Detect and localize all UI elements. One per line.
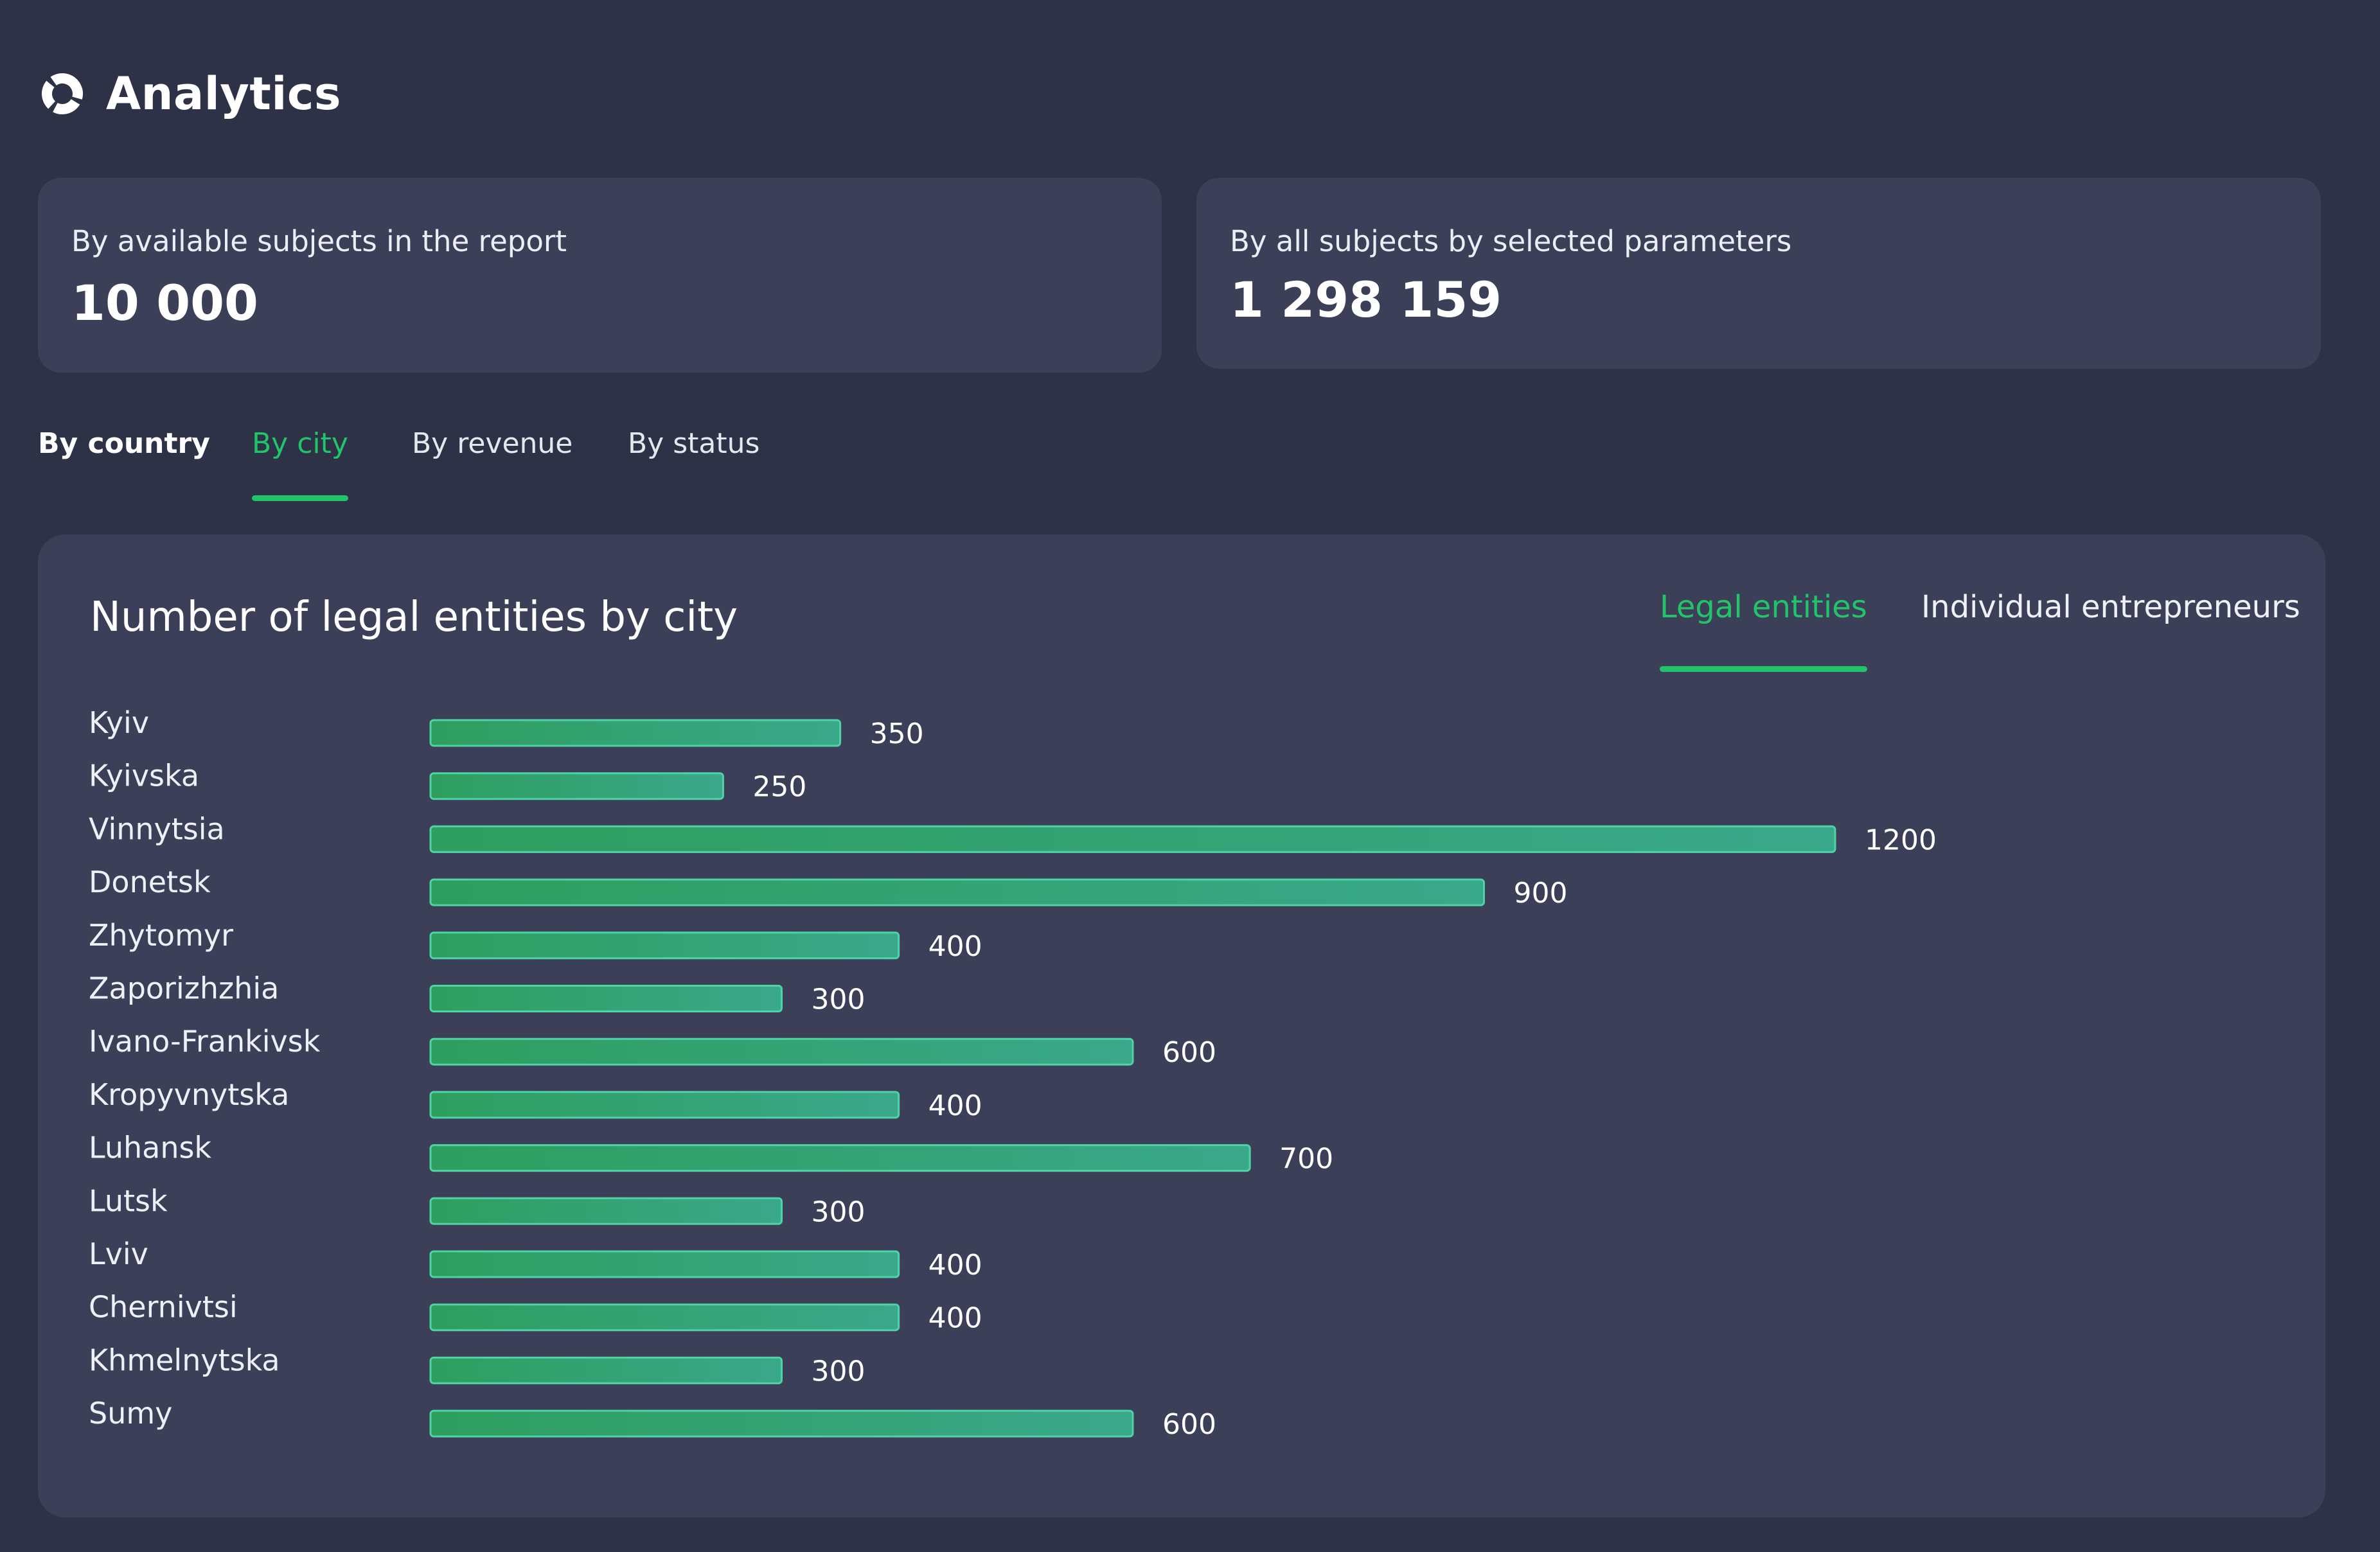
- bar-value-label: 300: [812, 1195, 866, 1228]
- stat-label: By available subjects in the report: [71, 224, 567, 258]
- toggle-individual-entrepreneurs[interactable]: Individual entrepreneurs: [1921, 589, 2300, 625]
- page-title: Analytics: [106, 67, 341, 120]
- bar-value-label: 600: [1162, 1408, 1216, 1441]
- bar-value-label: 250: [752, 771, 806, 804]
- stat-value: 1 298 159: [1230, 271, 1502, 328]
- stat-card-all: By all subjects by selected parameters 1…: [1196, 178, 2321, 369]
- donut-chart-icon: [42, 73, 83, 114]
- active-toggle-indicator: [1660, 666, 1867, 672]
- chart-title: Number of legal entities by city: [90, 594, 738, 641]
- tab-by-status[interactable]: By status: [628, 427, 759, 460]
- stat-card-available: By available subjects in the report 10 0…: [38, 178, 1162, 373]
- bar[interactable]: [429, 1303, 900, 1332]
- tab-label: By country: [38, 427, 210, 460]
- toggle-label: Individual entrepreneurs: [1921, 589, 2300, 625]
- city-label: Kropyvnytska: [89, 1077, 289, 1112]
- bar[interactable]: [429, 1409, 1134, 1438]
- bar[interactable]: [429, 1356, 783, 1384]
- bar[interactable]: [429, 1144, 1251, 1172]
- bar[interactable]: [429, 1091, 900, 1119]
- bar[interactable]: [429, 825, 1836, 853]
- bar-chart: Kyiv 350 Kyivska 250 Vinnytsia 1200 Donetsk 900…: [89, 705, 1937, 1441]
- bar[interactable]: [429, 931, 900, 960]
- city-label: Sumy: [89, 1396, 172, 1431]
- city-label: Luhansk: [89, 1131, 211, 1165]
- city-label: Zaporizhzhia: [89, 971, 279, 1006]
- toggle-legal-entities[interactable]: Legal entities: [1660, 589, 1867, 672]
- bar[interactable]: [429, 1197, 783, 1225]
- toggle-label: Legal entities: [1660, 589, 1867, 625]
- bar[interactable]: [429, 878, 1485, 906]
- city-label: Ivano-Frankivsk: [89, 1024, 321, 1059]
- bar-value-label: 400: [928, 930, 982, 963]
- city-label: Zhytomyr: [89, 918, 233, 953]
- tab-label: By status: [628, 427, 760, 460]
- bar-value-label: 600: [1162, 1036, 1216, 1069]
- city-label: Khmelnytska: [89, 1343, 280, 1377]
- tab-label: By city: [252, 427, 348, 460]
- city-label: Lutsk: [89, 1183, 168, 1218]
- bar-value-label: 700: [1279, 1143, 1333, 1176]
- bar[interactable]: [429, 1250, 900, 1278]
- bar[interactable]: [429, 719, 842, 747]
- city-label: Lviv: [89, 1237, 148, 1271]
- bar[interactable]: [429, 985, 783, 1012]
- active-tab-indicator: [252, 495, 348, 501]
- bar-value-label: 350: [870, 718, 924, 750]
- stat-value: 10 000: [71, 274, 258, 331]
- tab-by-country[interactable]: By country: [38, 427, 210, 460]
- bar[interactable]: [429, 1037, 1134, 1066]
- bar-value-label: 300: [812, 1355, 866, 1388]
- bar-value-label: 300: [812, 983, 866, 1016]
- tab-label: By revenue: [412, 427, 573, 460]
- bar-value-label: 400: [928, 1089, 982, 1122]
- city-label: Kyiv: [89, 705, 149, 740]
- tab-by-revenue[interactable]: By revenue: [412, 427, 573, 460]
- bar-value-label: 1200: [1865, 824, 1937, 856]
- city-label: Kyivska: [89, 759, 199, 793]
- chart-panel: Number of legal entities by city Legal e…: [38, 534, 2325, 1517]
- bar-value-label: 400: [928, 1249, 982, 1282]
- page-header: Analytics: [38, 63, 341, 124]
- stat-label: By all subjects by selected parameters: [1230, 224, 1792, 258]
- tab-by-city[interactable]: By city: [252, 427, 348, 501]
- bar[interactable]: [429, 772, 724, 800]
- bar-value-label: 900: [1514, 877, 1568, 910]
- city-label: Vinnytsia: [89, 811, 225, 846]
- city-label: Donetsk: [89, 865, 211, 899]
- city-label: Chernivtsi: [89, 1290, 238, 1325]
- bar-value-label: 400: [928, 1302, 982, 1335]
